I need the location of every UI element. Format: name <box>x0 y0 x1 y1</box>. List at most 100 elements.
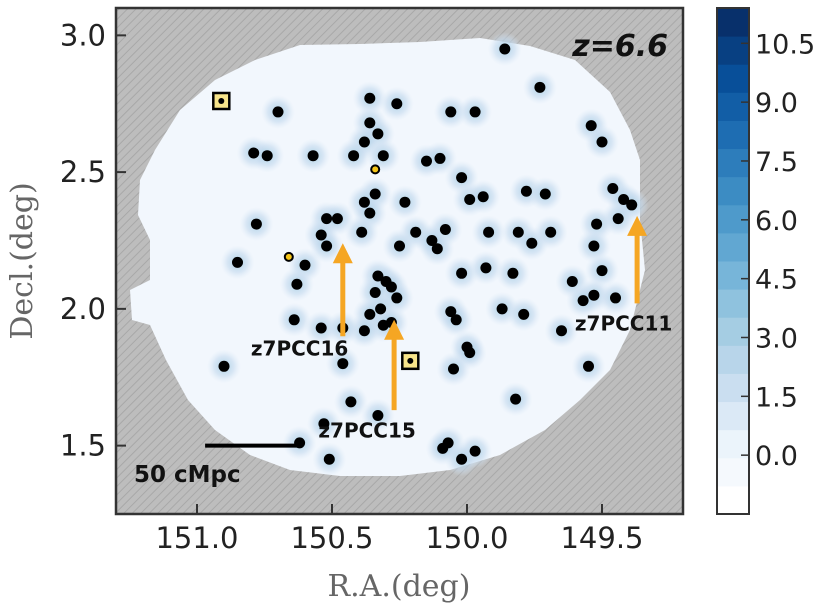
colorbar-tick-label: 9.0 <box>755 88 798 119</box>
galaxy-point <box>348 150 360 162</box>
galaxy-point <box>583 360 594 372</box>
galaxy-point <box>375 303 387 315</box>
galaxy-point <box>299 259 311 271</box>
galaxy-point <box>507 267 519 279</box>
y-tick-label: 2.5 <box>60 155 106 189</box>
galaxy-point <box>585 120 597 132</box>
cluster-label: z7PCC11 <box>575 312 672 336</box>
x-tick-label: 149.5 <box>560 521 643 555</box>
galaxy-point <box>431 243 443 255</box>
galaxy-point <box>437 442 449 454</box>
galaxy-point <box>434 152 446 164</box>
galaxy-point <box>321 213 333 225</box>
colorbar-band <box>717 345 749 374</box>
x-tick-label: 150.0 <box>425 521 508 555</box>
colorbar-band <box>717 148 749 178</box>
colorbar-band <box>717 176 749 206</box>
y-tick-label: 1.5 <box>60 429 106 463</box>
galaxy-point <box>356 226 368 238</box>
galaxy-point <box>272 106 284 118</box>
galaxy-point <box>510 393 522 405</box>
galaxy-point <box>477 191 489 203</box>
galaxy-point <box>450 314 462 326</box>
galaxy-point <box>364 207 376 219</box>
galaxy-point <box>323 453 335 465</box>
galaxy-point <box>391 292 403 304</box>
y-axis-label: Decl.(deg) <box>5 182 40 339</box>
galaxy-point <box>291 278 303 290</box>
galaxy-point <box>496 303 508 315</box>
galaxy-point <box>556 325 567 337</box>
colorbar-band <box>717 457 749 487</box>
galaxy-point <box>526 237 538 249</box>
galaxy-point <box>464 193 476 205</box>
galaxy-point <box>331 213 343 225</box>
galaxy-point <box>337 358 349 370</box>
galaxy-point <box>369 188 381 200</box>
galaxy-point <box>364 308 376 320</box>
galaxy-point <box>315 322 327 334</box>
colorbar-band <box>717 92 749 121</box>
cluster-label: z7PCC16 <box>251 336 348 360</box>
galaxy-point <box>232 256 243 268</box>
galaxy-point <box>364 92 376 104</box>
colorbar-band <box>717 289 749 318</box>
colorbar-band <box>717 373 749 403</box>
galaxy-point <box>610 292 621 304</box>
colorbar-tick-label: 6.0 <box>755 206 798 237</box>
galaxy-point <box>588 240 600 252</box>
colorbar-band <box>717 8 749 37</box>
galaxy-point <box>250 218 262 230</box>
special-sources <box>212 91 420 371</box>
colorbar-band <box>717 36 749 65</box>
colorbar-band <box>717 64 749 93</box>
galaxy-point <box>480 262 492 274</box>
galaxy-point <box>439 224 451 236</box>
colorbar-band <box>717 120 749 150</box>
galaxy-point <box>469 106 481 118</box>
galaxy-point <box>426 234 438 246</box>
galaxy-point <box>358 136 370 148</box>
colorbar-tick-label: 7.5 <box>755 147 798 178</box>
colorbar-band <box>717 485 749 515</box>
galaxy-point <box>372 270 384 282</box>
galaxy-point <box>307 150 319 162</box>
galaxy-point <box>369 286 381 298</box>
colorbar-bands <box>717 8 749 515</box>
galaxy-point <box>445 306 457 318</box>
colorbar-tick-label: 10.5 <box>755 29 815 60</box>
galaxy-point <box>358 196 370 208</box>
colorbar-band <box>717 401 749 431</box>
galaxy-point <box>288 314 300 326</box>
galaxy-point <box>607 183 619 195</box>
galaxy-point <box>261 150 273 162</box>
x-tick-label: 151.0 <box>155 521 238 555</box>
galaxy-point <box>618 193 630 205</box>
galaxy-point <box>596 136 608 148</box>
colorbar-frame <box>716 7 750 515</box>
galaxy-point <box>218 360 230 372</box>
galaxy-point <box>372 410 384 422</box>
colorbar-band <box>717 232 749 262</box>
galaxy-point <box>588 289 600 301</box>
marked-source-point <box>218 97 225 104</box>
galaxy-point <box>315 229 327 241</box>
y-axis: 1.5 2.0 2.5 3.0 <box>60 18 126 463</box>
cluster-label: z7PCC15 <box>318 418 415 442</box>
galaxy-point <box>464 347 476 359</box>
galaxy-point <box>385 281 397 293</box>
x-axis-label: R.A.(deg) <box>328 569 471 604</box>
galaxy-point <box>410 226 422 238</box>
galaxy-point <box>456 172 468 184</box>
galaxy-point <box>596 265 608 277</box>
galaxy-point <box>377 150 389 162</box>
galaxy-point <box>483 226 495 238</box>
galaxy-point <box>456 267 468 279</box>
redshift-label: z=6.6 <box>571 29 668 64</box>
galaxy-point <box>612 213 624 225</box>
scale-bar: 50 cMpc <box>134 443 297 488</box>
galaxy-point <box>577 295 589 307</box>
y-tick-label: 3.0 <box>60 18 106 52</box>
galaxy-point <box>391 98 403 110</box>
